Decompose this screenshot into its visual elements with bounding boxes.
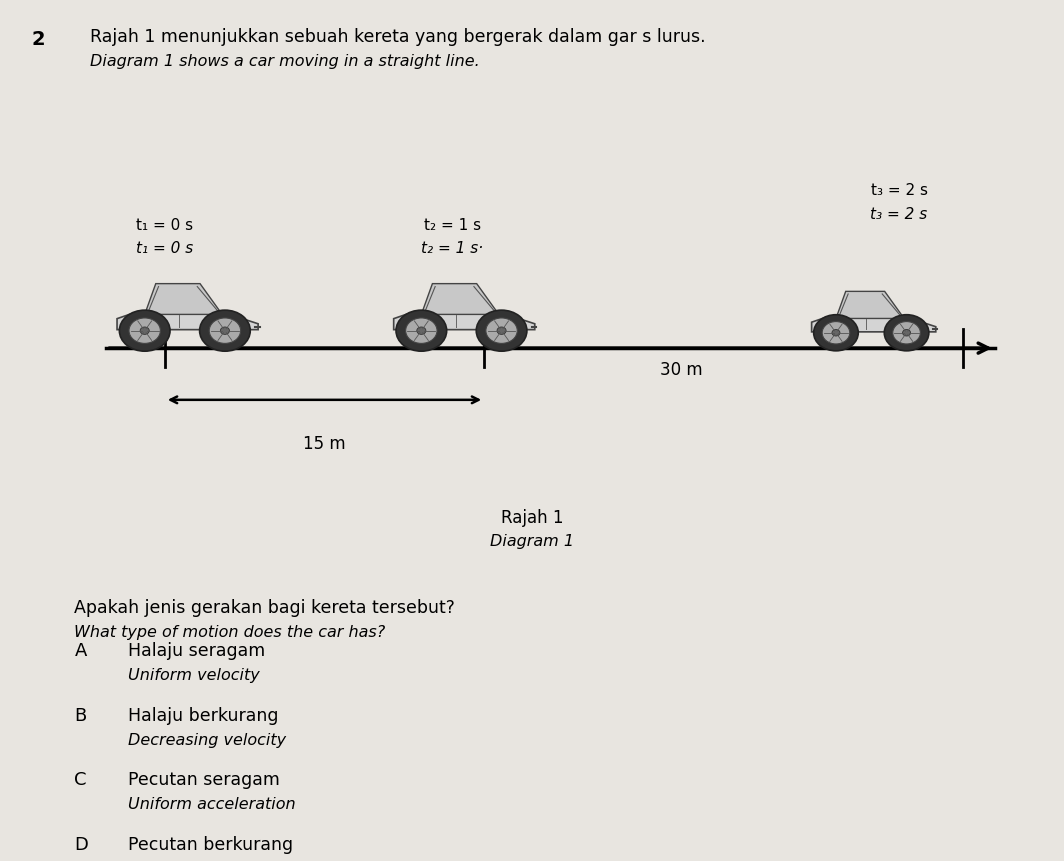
Circle shape xyxy=(396,311,447,352)
Text: D: D xyxy=(74,835,88,853)
Text: Diagram 1: Diagram 1 xyxy=(491,534,573,548)
Circle shape xyxy=(884,315,929,351)
Circle shape xyxy=(129,319,161,344)
Polygon shape xyxy=(836,292,904,319)
Text: t₁ = 0 s: t₁ = 0 s xyxy=(136,218,194,232)
Text: t₁ = 0 s: t₁ = 0 s xyxy=(136,241,194,256)
Circle shape xyxy=(902,330,911,337)
Circle shape xyxy=(822,322,850,344)
Text: Halaju berkurang: Halaju berkurang xyxy=(128,706,278,724)
Text: C: C xyxy=(74,771,87,789)
Text: Halaju seragam: Halaju seragam xyxy=(128,641,265,660)
Text: What type of motion does the car has?: What type of motion does the car has? xyxy=(74,624,386,639)
Text: B: B xyxy=(74,706,87,724)
Circle shape xyxy=(893,322,920,344)
Text: Diagram 1 shows a car moving in a straight line.: Diagram 1 shows a car moving in a straig… xyxy=(90,54,480,69)
Circle shape xyxy=(119,311,170,352)
Polygon shape xyxy=(812,318,935,332)
Circle shape xyxy=(405,319,437,344)
Text: Uniform acceleration: Uniform acceleration xyxy=(128,796,296,811)
Text: Apakah jenis gerakan bagi kereta tersebut?: Apakah jenis gerakan bagi kereta tersebu… xyxy=(74,598,455,616)
Circle shape xyxy=(832,330,839,337)
Text: t₂ = 1 s·: t₂ = 1 s· xyxy=(421,241,483,256)
Text: t₃ = 2 s: t₃ = 2 s xyxy=(870,183,928,198)
Circle shape xyxy=(477,311,527,352)
Text: Rajah 1: Rajah 1 xyxy=(501,508,563,526)
Text: t₃ = 2 s: t₃ = 2 s xyxy=(870,208,928,222)
Text: Pecutan berkurang: Pecutan berkurang xyxy=(128,835,293,853)
Polygon shape xyxy=(421,284,499,315)
Circle shape xyxy=(814,315,859,351)
Text: A: A xyxy=(74,641,87,660)
Circle shape xyxy=(486,319,517,344)
Text: Uniform velocity: Uniform velocity xyxy=(128,667,260,682)
Text: 2: 2 xyxy=(32,30,46,49)
Circle shape xyxy=(497,327,506,335)
Polygon shape xyxy=(145,284,222,315)
Polygon shape xyxy=(394,313,535,331)
Text: Pecutan seragam: Pecutan seragam xyxy=(128,771,280,789)
Circle shape xyxy=(210,319,240,344)
Text: t₂ = 1 s: t₂ = 1 s xyxy=(423,218,481,232)
Circle shape xyxy=(140,327,149,335)
Circle shape xyxy=(200,311,250,352)
Text: 15 m: 15 m xyxy=(303,435,346,453)
Circle shape xyxy=(220,327,230,335)
Text: Rajah 1 menunjukkan sebuah kereta yang bergerak dalam gar s lurus.: Rajah 1 menunjukkan sebuah kereta yang b… xyxy=(90,28,706,46)
Polygon shape xyxy=(117,313,259,331)
Text: 30 m: 30 m xyxy=(660,361,702,379)
Text: Decreasing velocity: Decreasing velocity xyxy=(128,732,286,746)
Circle shape xyxy=(417,327,426,335)
